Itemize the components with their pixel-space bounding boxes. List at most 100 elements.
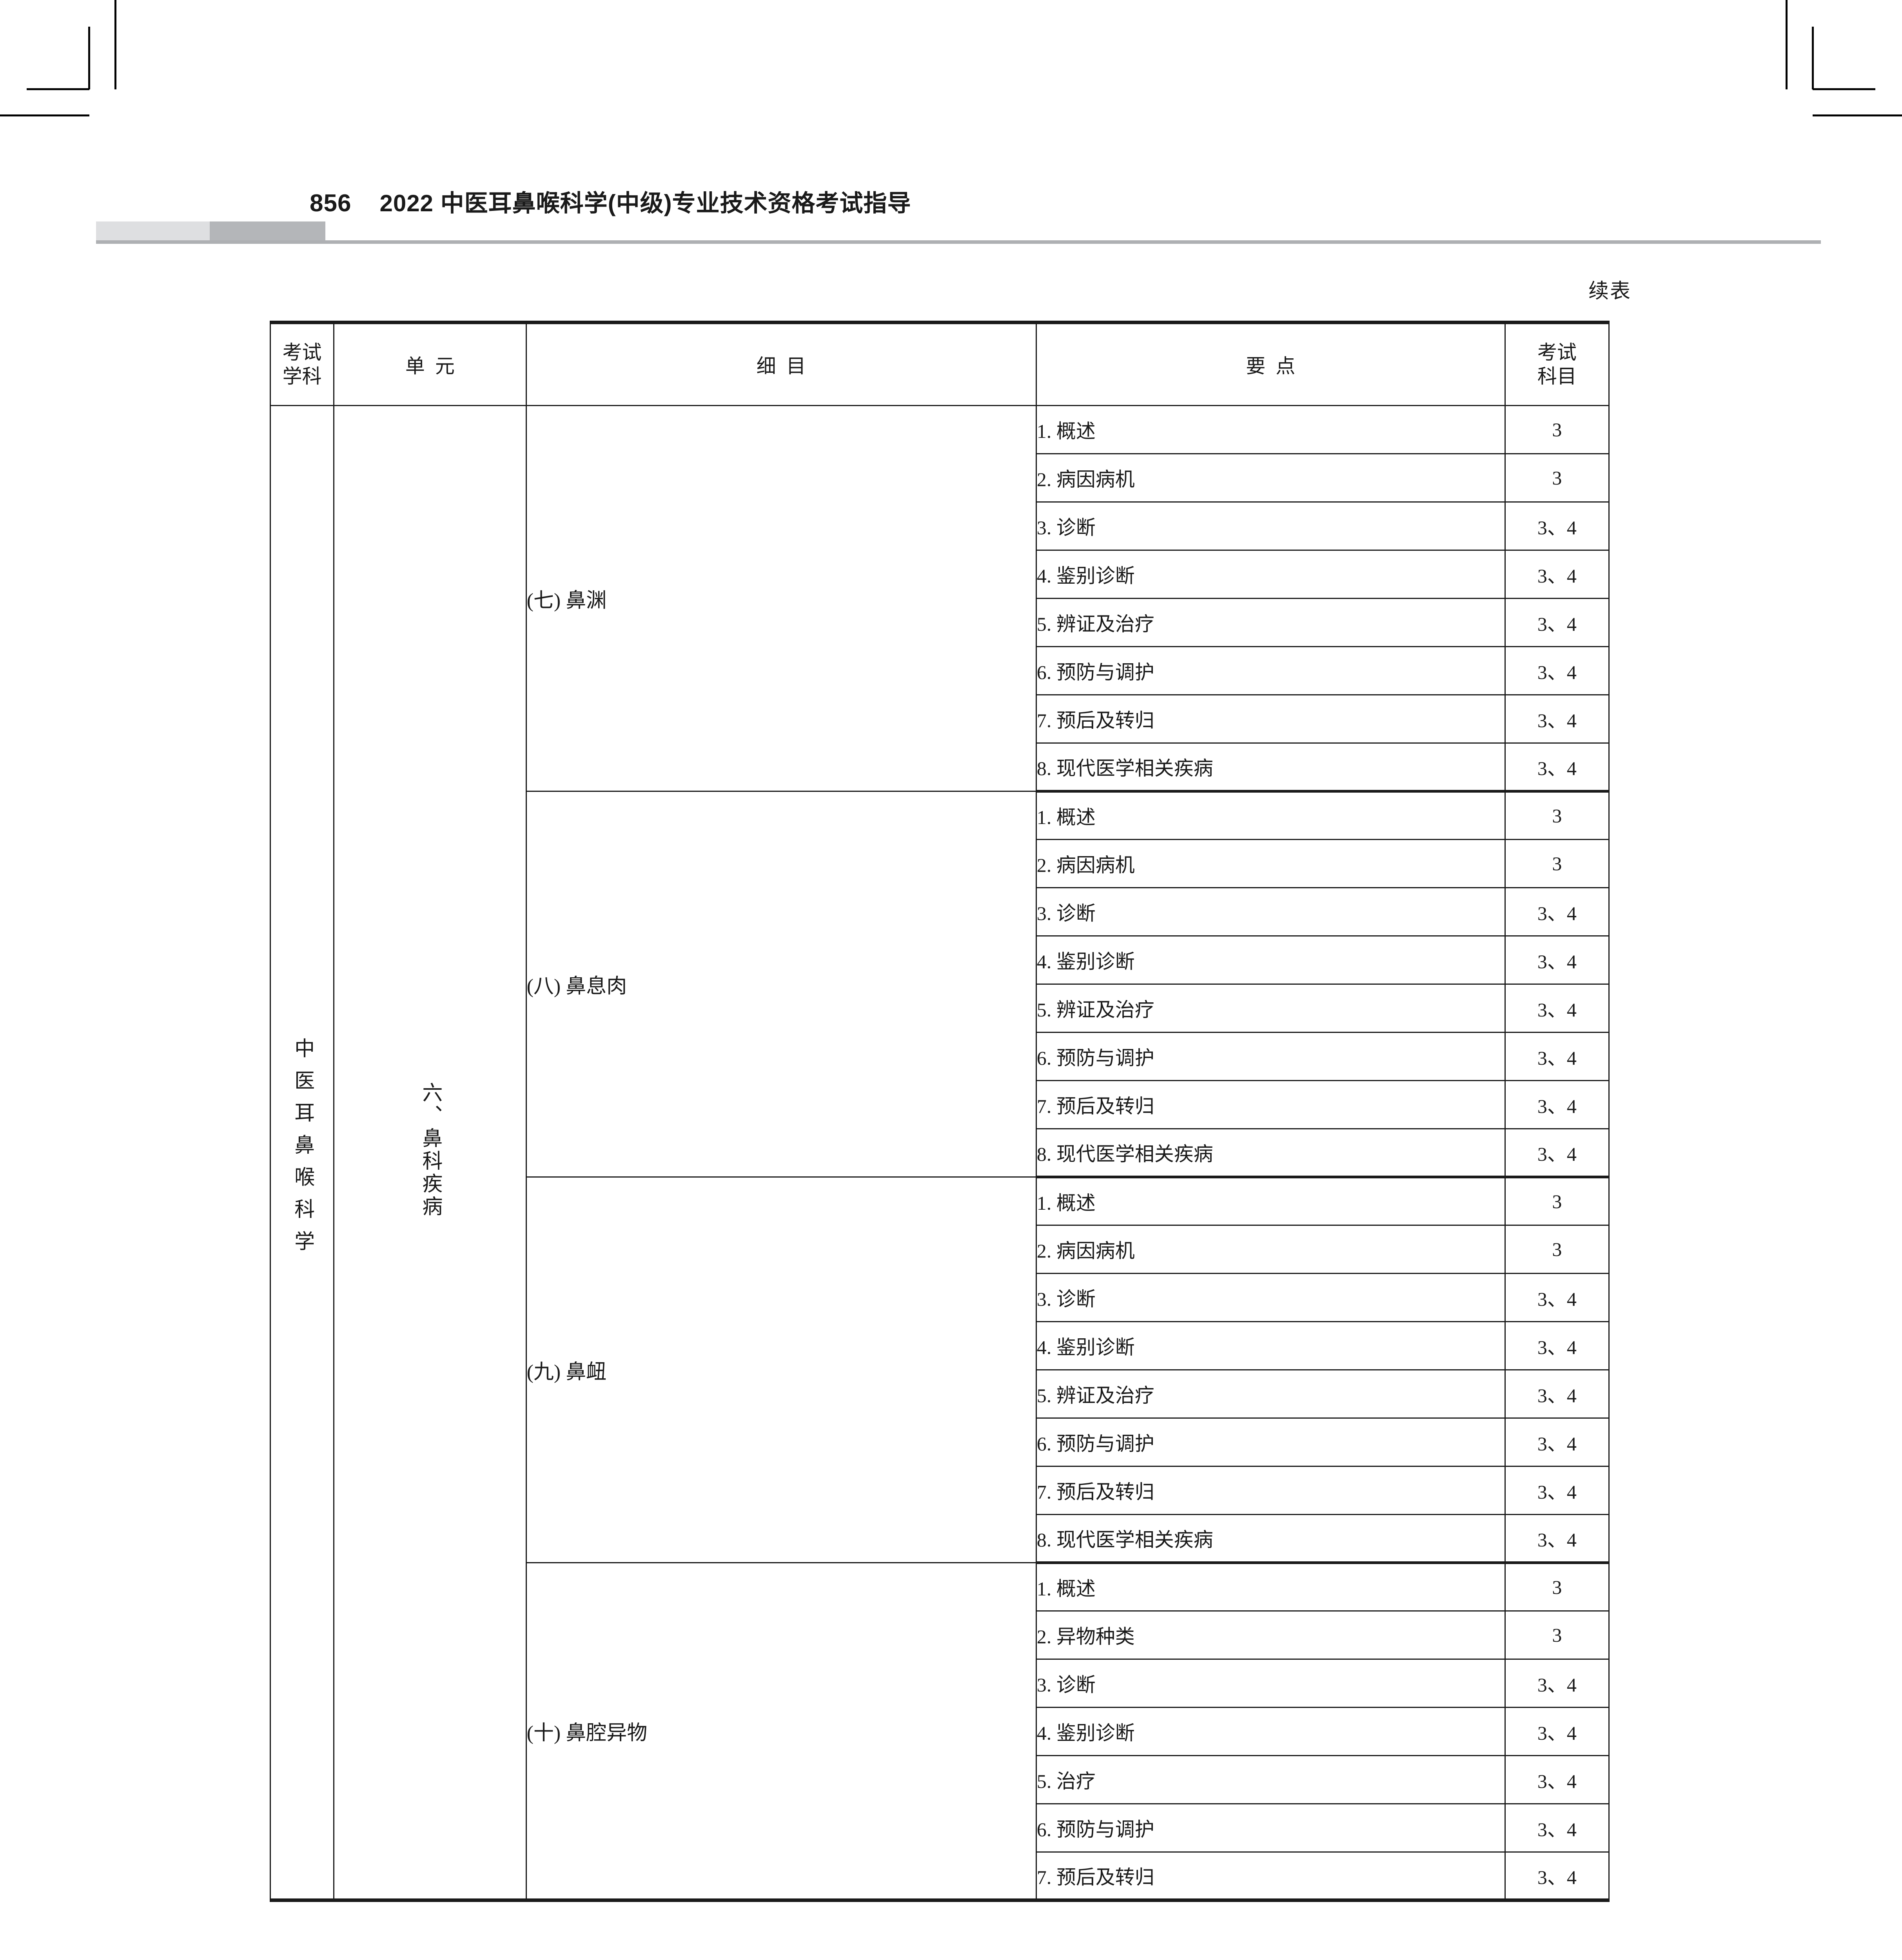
table-row: 中医耳鼻喉科学 六、鼻科疾病 (七) 鼻渊 1. 概述 3 xyxy=(269,405,1610,1901)
cell-point: 4. 鉴别诊断 xyxy=(1035,1707,1506,1756)
cell-point: 8. 现代医学相关疾病 xyxy=(1035,1128,1506,1178)
table-row: 4. 鉴别诊断 3、4 xyxy=(270,1707,1610,1756)
cell-point: 3. 诊断 xyxy=(1035,1659,1506,1708)
table-row: 7. 预后及转归 3、4 xyxy=(270,1851,1610,1901)
cell-exam-subject: 3、4 xyxy=(1504,1707,1610,1756)
table-row: (十) 鼻腔异物 1. 概述 3 xyxy=(270,1562,1610,1901)
cell-exam-subject: 3、4 xyxy=(1504,1128,1610,1178)
table-row: 6. 预防与调护 3、4 xyxy=(270,1032,1610,1081)
cell-exam-subject: 3 xyxy=(1504,791,1610,840)
table-row: 3. 诊断 3、4 xyxy=(270,1273,1610,1322)
table-row: 7. 预后及转归 3、4 xyxy=(270,1466,1610,1515)
column-header-subject-line1: 考试 xyxy=(282,341,322,363)
cell-exam-subject: 3 xyxy=(1504,839,1610,888)
table-row: 2. 病因病机 3 xyxy=(270,453,1610,503)
cell-exam-subject: 3 xyxy=(1504,405,1610,454)
cell-point: 8. 现代医学相关疾病 xyxy=(1035,1514,1506,1564)
running-title: 2022 中医耳鼻喉科学(中级)专业技术资格考试指导 xyxy=(379,190,911,216)
cell-exam-subject: 3 xyxy=(1504,1176,1610,1226)
cell-point: 3. 诊断 xyxy=(1035,1273,1506,1322)
cell-point: 7. 预后及转归 xyxy=(1035,1851,1506,1901)
cell-exam-subject: 3、4 xyxy=(1504,984,1610,1033)
table-row: 6. 预防与调护 3、4 xyxy=(270,1417,1610,1467)
table-body: 中医耳鼻喉科学 六、鼻科疾病 (七) 鼻渊 1. 概述 3 2. 病因病机 3 3. 诊断 3、… xyxy=(269,405,1610,1901)
cell-exam-subject: 3、4 xyxy=(1504,1080,1610,1129)
page-number: 856 xyxy=(310,190,352,217)
cell-point: 3. 诊断 xyxy=(1035,887,1506,936)
table-header-row: 考试 学科 单元 细目 要点 考试 科目 xyxy=(269,322,1610,406)
cell-exam-subject: 3、4 xyxy=(1504,1514,1610,1564)
cell-point: 3. 诊断 xyxy=(1035,501,1506,551)
table-row: 8. 现代医学相关疾病 3、4 xyxy=(270,742,1610,793)
cell-detail: (八) 鼻息肉 xyxy=(525,791,1037,1178)
column-header-unit: 单元 xyxy=(333,322,527,406)
cell-point: 2. 病因病机 xyxy=(1035,453,1506,503)
table-row: 5. 辨证及治疗 3、4 xyxy=(270,598,1610,647)
table-row: 3. 诊断 3、4 xyxy=(270,1659,1610,1708)
table-row: 5. 辨证及治疗 3、4 xyxy=(270,1369,1610,1419)
cell-detail: (十) 鼻腔异物 xyxy=(525,1562,1037,1901)
cell-exam-subject: 3、4 xyxy=(1504,1803,1610,1853)
cell-exam-subject: 3、4 xyxy=(1504,1273,1610,1322)
cell-point: 7. 预后及转归 xyxy=(1035,1080,1506,1129)
column-header-subject: 考试 学科 xyxy=(269,322,335,406)
cell-exam-subject: 3 xyxy=(1504,1610,1610,1660)
cell-point: 7. 预后及转归 xyxy=(1035,1466,1506,1515)
column-header-point: 要点 xyxy=(1035,322,1506,406)
running-head: 856 2022 中医耳鼻喉科学(中级)专业技术资格考试指导 xyxy=(310,184,911,218)
header-rule-block-light xyxy=(96,221,210,240)
cell-point: 6. 预防与调护 xyxy=(1035,1032,1506,1081)
cell-point: 4. 鉴别诊断 xyxy=(1035,550,1506,599)
cell-exam-subject: 3、4 xyxy=(1504,501,1610,551)
table-row: (九) 鼻衄 1. 概述 3 xyxy=(270,1176,1610,1563)
cell-detail: (七) 鼻渊 xyxy=(525,405,1037,792)
cell-detail: (九) 鼻衄 xyxy=(525,1176,1037,1563)
cell-exam-subject: 3、4 xyxy=(1504,1032,1610,1081)
cell-exam-subject: 3、4 xyxy=(1504,1755,1610,1804)
cell-point: 2. 病因病机 xyxy=(1035,839,1506,888)
table-row: 2. 病因病机 3 xyxy=(270,839,1610,888)
header-rule-line xyxy=(96,240,1821,244)
table-row: 7. 预后及转归 3、4 xyxy=(270,694,1610,744)
table-row: (八) 鼻息肉 1. 概述 3 xyxy=(270,791,1610,1178)
cell-point: 6. 预防与调护 xyxy=(1035,1417,1506,1467)
cell-point: 1. 概述 xyxy=(1035,1562,1506,1612)
header-rule-block-dark xyxy=(210,221,325,240)
cell-exam-subject: 3、4 xyxy=(1504,1321,1610,1370)
table-row: 5. 治疗 3、4 xyxy=(270,1755,1610,1804)
table-header: 考试 学科 单元 细目 要点 考试 科目 xyxy=(269,322,1610,406)
table-row: 2. 异物种类 3 xyxy=(270,1610,1610,1660)
cell-exam-subject: 3、4 xyxy=(1504,1369,1610,1419)
cell-exam-subject: 3、4 xyxy=(1504,1659,1610,1708)
cell-point: 1. 概述 xyxy=(1035,791,1506,840)
table-row: 6. 预防与调护 3、4 xyxy=(270,646,1610,695)
table-row: 6. 预防与调护 3、4 xyxy=(270,1803,1610,1853)
table-row: 2. 病因病机 3 xyxy=(270,1225,1610,1274)
cell-exam-subject: 3、4 xyxy=(1504,646,1610,695)
cell-exam-subject: 3、4 xyxy=(1504,1466,1610,1515)
table-row: 4. 鉴别诊断 3、4 xyxy=(270,550,1610,599)
cell-point: 2. 异物种类 xyxy=(1035,1610,1506,1660)
table-row: 3. 诊断 3、4 xyxy=(270,887,1610,936)
subject-vertical-text: 中医耳鼻喉科学 xyxy=(291,1037,314,1263)
cell-point: 5. 辨证及治疗 xyxy=(1035,598,1506,647)
cell-point: 1. 概述 xyxy=(1035,1176,1506,1226)
exam-outline-table-wrapper: 考试 学科 单元 细目 要点 考试 科目 中医耳鼻喉科学 六、鼻科疾病 (七) 鼻渊… xyxy=(269,321,1610,1902)
cell-exam-subject: 3、4 xyxy=(1504,887,1610,936)
cell-exam-subject: 3、4 xyxy=(1504,550,1610,599)
cell-exam-subject: 3、4 xyxy=(1504,1851,1610,1901)
cell-point: 4. 鉴别诊断 xyxy=(1035,1321,1506,1370)
cell-point: 2. 病因病机 xyxy=(1035,1225,1506,1274)
table-row: 7. 预后及转归 3、4 xyxy=(270,1080,1610,1129)
cell-subject: 中医耳鼻喉科学 xyxy=(269,405,335,1901)
cell-exam-subject: 3、4 xyxy=(1504,935,1610,985)
table-row: 8. 现代医学相关疾病 3、4 xyxy=(270,1128,1610,1178)
cell-point: 7. 预后及转归 xyxy=(1035,694,1506,744)
cell-point: 5. 辨证及治疗 xyxy=(1035,984,1506,1033)
cell-exam-subject: 3、4 xyxy=(1504,742,1610,793)
cell-exam-subject: 3 xyxy=(1504,453,1610,503)
cell-exam-subject: 3 xyxy=(1504,1562,1610,1612)
cell-unit: 六、鼻科疾病 xyxy=(333,405,527,1901)
cell-point: 5. 辨证及治疗 xyxy=(1035,1369,1506,1419)
column-header-exam-line1: 考试 xyxy=(1537,341,1577,363)
